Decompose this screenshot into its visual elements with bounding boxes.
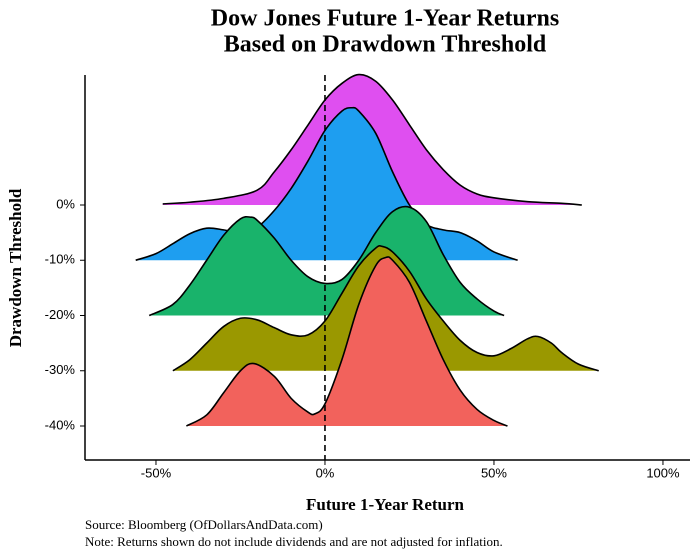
y-tick-label: -10% [45, 252, 76, 267]
ridge-outline [172, 245, 599, 372]
ridge-outline [148, 205, 505, 317]
x-tick-label: 100% [646, 465, 680, 480]
source-note: Source: Bloomberg (OfDollarsAndData.com) [85, 517, 323, 532]
x-tick-label: 50% [481, 465, 507, 480]
footnote: Note: Returns shown do not include divid… [85, 534, 503, 549]
ridge-outline [135, 106, 518, 262]
ridge-area [186, 256, 508, 426]
x-tick-label: 0% [316, 465, 335, 480]
y-tick-label: -40% [45, 417, 76, 432]
x-axis-label: Future 1-Year Return [306, 495, 465, 514]
ridge-outline [186, 256, 508, 427]
chart-title: Dow Jones Future 1-Year Returns [211, 6, 559, 32]
y-tick-label: -20% [45, 307, 76, 322]
ridge-outline [162, 73, 582, 206]
y-axis-label: Drawdown Threshold [6, 188, 25, 347]
plot-area: 0% -10% -20% -30% -40% -50% 0% 50% 100% [45, 73, 690, 480]
x-tick-label: -50% [141, 465, 172, 480]
y-tick-label: -30% [45, 362, 76, 377]
y-tick-label: 0% [56, 196, 75, 211]
ridge-area [135, 107, 518, 261]
chart-title: Based on Drawdown Threshold [224, 32, 547, 58]
